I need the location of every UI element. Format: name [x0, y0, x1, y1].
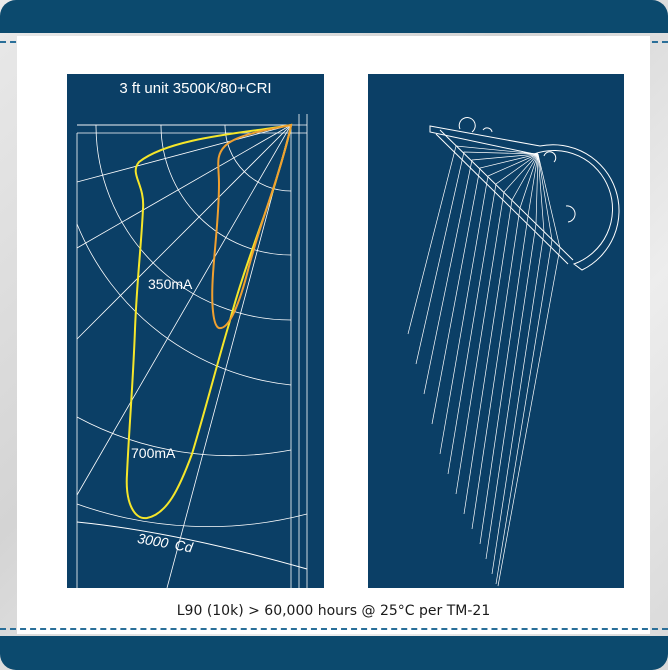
housing-notch-3 [543, 151, 557, 163]
radial-75 [76, 124, 292, 183]
housing-shell [429, 125, 620, 271]
scale-value: 3000 [136, 530, 170, 551]
optics-svg [407, 117, 620, 587]
radial-30 [76, 124, 292, 496]
polar-grid [76, 114, 308, 588]
ray [439, 153, 539, 455]
header-bar [0, 0, 668, 33]
curve-700ma [125, 123, 293, 520]
label-350ma: 350mA [148, 276, 193, 292]
ray [491, 153, 545, 575]
ring-4 [76, 223, 292, 386]
bottom-divider [0, 628, 668, 630]
housing-notch-1 [458, 117, 476, 133]
ray [455, 153, 539, 495]
ray [471, 153, 539, 530]
housing-notch-2 [482, 127, 493, 133]
light-rays [407, 145, 561, 587]
ring-5 [76, 416, 292, 457]
scale-label: 3000 Cd [136, 530, 195, 556]
polar-chart-svg: 350mA 700mA 3000 Cd [76, 114, 308, 588]
ray [485, 153, 539, 560]
ray [479, 153, 539, 545]
ray [495, 153, 553, 585]
ray [407, 145, 539, 335]
optics-panel [368, 74, 624, 588]
extrusion-profile [429, 117, 620, 271]
scale-unit: Cd [174, 537, 196, 556]
ray [423, 153, 539, 395]
scale-arc [76, 521, 308, 570]
ray [463, 153, 539, 515]
lens-diffuser [435, 133, 569, 265]
polar-distribution-panel: 3 ft unit 3500K/80+CRI [67, 74, 324, 588]
footer-bar [0, 636, 668, 670]
label-700ma: 700mA [131, 445, 176, 461]
radial-15 [166, 124, 292, 588]
radial-45 [76, 124, 292, 340]
ray [497, 153, 561, 587]
lifetime-caption: L90 (10k) > 60,000 hours @ 25°C per TM-2… [176, 603, 491, 619]
curve-350ma [211, 123, 293, 330]
ray [447, 153, 539, 475]
ray [415, 151, 539, 365]
ray [431, 153, 539, 425]
lens-inner [439, 129, 574, 261]
ring-6 [76, 503, 308, 527]
housing-notch-4 [565, 205, 576, 223]
content-card: 3 ft unit 3500K/80+CRI [17, 36, 650, 634]
radial-60 [76, 124, 292, 249]
polar-chart-title: 3 ft unit 3500K/80+CRI [119, 80, 272, 97]
